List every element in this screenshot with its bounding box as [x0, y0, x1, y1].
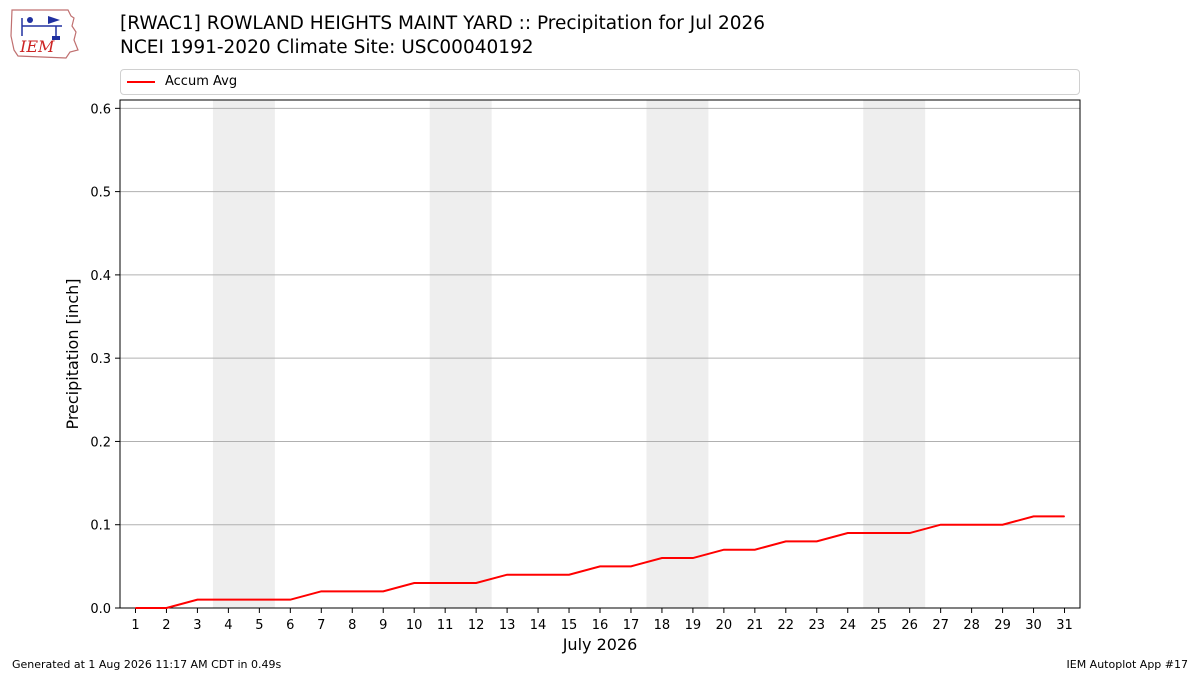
data-point-22: [785, 540, 787, 542]
x-axis: 1 2 3 4 5 6 7 8 9 10 11 12 13 14 15 16 17 18 19 20 21 22 23 24 2…: [131, 608, 1073, 633]
logo-text: IEM: [19, 37, 55, 56]
legend-label-accum-avg: Accum Avg: [165, 74, 238, 89]
data-point-28: [971, 524, 973, 526]
x-tick-label-11: 11: [437, 618, 454, 633]
x-tick-label-17: 17: [623, 618, 640, 633]
x-tick-label-21: 21: [747, 618, 764, 633]
y-tick-label-3: 0.3: [90, 352, 111, 367]
data-point-3: [196, 599, 198, 601]
series-layer: [134, 515, 1066, 609]
chart-subtitle: NCEI 1991-2020 Climate Site: USC00040192: [120, 37, 534, 58]
data-point-29: [1002, 524, 1004, 526]
data-point-26: [909, 532, 911, 534]
x-tick-label-30: 30: [1025, 618, 1042, 633]
y-axis-label: Precipitation [inch]: [63, 278, 82, 429]
x-tick-label-18: 18: [654, 618, 671, 633]
weekend-band-3: [646, 100, 709, 608]
x-tick-label-23: 23: [809, 618, 826, 633]
x-tick-label-10: 10: [406, 618, 423, 633]
x-tick-label-3: 3: [193, 618, 201, 633]
data-point-31: [1064, 515, 1066, 517]
x-axis-label: July 2026: [562, 635, 638, 654]
x-tick-label-6: 6: [286, 618, 294, 633]
y-tick-label-2: 0.2: [90, 435, 111, 450]
footer-app: IEM Autoplot App #17: [1066, 658, 1189, 671]
data-point-19: [692, 557, 694, 559]
x-tick-label-5: 5: [255, 618, 263, 633]
data-point-5: [258, 599, 260, 601]
data-point-21: [754, 549, 756, 551]
data-point-6: [289, 599, 291, 601]
data-point-10: [413, 582, 415, 584]
x-tick-label-31: 31: [1056, 618, 1073, 633]
data-point-4: [227, 599, 229, 601]
x-tick-label-13: 13: [499, 618, 516, 633]
x-tick-label-15: 15: [561, 618, 578, 633]
x-tick-label-2: 2: [162, 618, 170, 633]
y-tick-label-6: 0.6: [90, 102, 111, 117]
y-tick-label-1: 0.1: [90, 519, 111, 534]
x-tick-label-14: 14: [530, 618, 547, 633]
x-tick-label-25: 25: [870, 618, 887, 633]
y-tick-label-0: 0.0: [90, 602, 111, 617]
x-tick-label-7: 7: [317, 618, 325, 633]
x-tick-label-1: 1: [131, 618, 139, 633]
y-tick-label-4: 0.4: [90, 269, 111, 284]
data-point-24: [847, 532, 849, 534]
data-point-9: [382, 590, 384, 592]
x-tick-label-20: 20: [716, 618, 733, 633]
footer-generated: Generated at 1 Aug 2026 11:17 AM CDT in …: [12, 658, 282, 671]
x-tick-label-12: 12: [468, 618, 485, 633]
data-point-13: [506, 574, 508, 576]
data-point-16: [599, 565, 601, 567]
chart-title: [RWAC1] ROWLAND HEIGHTS MAINT YARD :: Pr…: [120, 13, 766, 34]
legend: Accum Avg: [120, 69, 1080, 95]
data-point-30: [1033, 515, 1035, 517]
x-tick-label-9: 9: [379, 618, 387, 633]
y-tick-label-5: 0.5: [90, 186, 111, 201]
y-axis: 0.0 0.1 0.2 0.3 0.4 0.5 0.6: [90, 102, 120, 617]
data-point-27: [940, 524, 942, 526]
x-tick-label-29: 29: [994, 618, 1011, 633]
x-tick-label-27: 27: [932, 618, 949, 633]
x-tick-label-8: 8: [348, 618, 356, 633]
weekend-band-4: [863, 100, 926, 608]
iem-logo: IEM: [8, 6, 82, 60]
weekend-band-2: [429, 100, 492, 608]
data-point-18: [661, 557, 663, 559]
chart-title-block: [RWAC1] ROWLAND HEIGHTS MAINT YARD :: Pr…: [120, 12, 765, 60]
weekend-bands: [212, 100, 926, 608]
gridlines: [120, 107, 1080, 526]
data-point-1: [134, 607, 136, 609]
legend-swatch-accum-avg: [127, 81, 155, 83]
data-point-7: [320, 590, 322, 592]
data-point-23: [816, 540, 818, 542]
x-tick-label-22: 22: [778, 618, 795, 633]
data-point-14: [537, 574, 539, 576]
data-point-11: [444, 582, 446, 584]
x-tick-label-16: 16: [592, 618, 609, 633]
data-point-25: [878, 532, 880, 534]
x-tick-label-4: 4: [224, 618, 232, 633]
data-point-17: [630, 565, 632, 567]
data-point-15: [568, 574, 570, 576]
weekend-band-1: [212, 100, 275, 608]
data-point-2: [165, 607, 167, 609]
data-point-12: [475, 582, 477, 584]
data-point-20: [723, 549, 725, 551]
x-tick-label-19: 19: [685, 618, 702, 633]
data-point-8: [351, 590, 353, 592]
x-tick-label-28: 28: [963, 618, 980, 633]
x-tick-label-24: 24: [839, 618, 856, 633]
x-tick-label-26: 26: [901, 618, 918, 633]
